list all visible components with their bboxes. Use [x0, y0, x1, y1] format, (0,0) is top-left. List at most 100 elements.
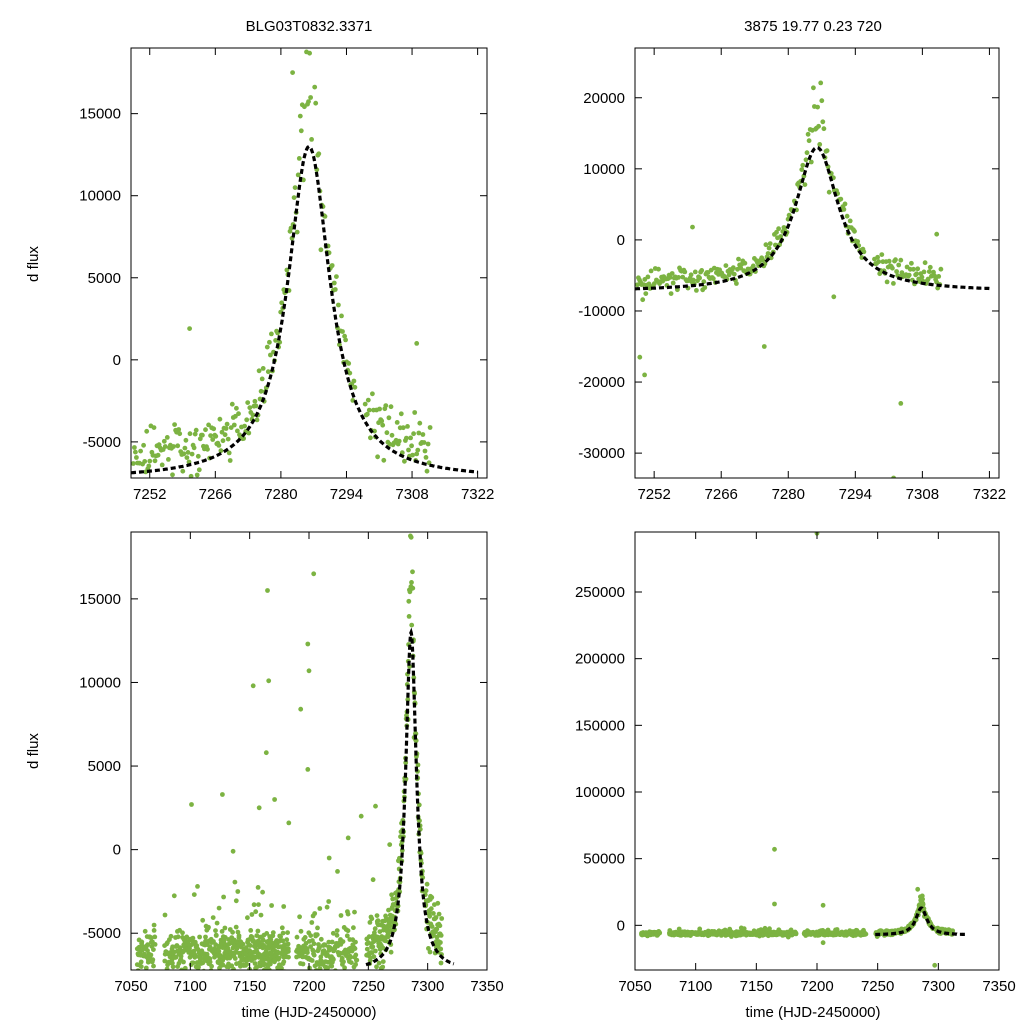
data-point: [311, 941, 317, 947]
data-point: [406, 614, 412, 619]
bottom-right-points: [639, 532, 956, 968]
right-panel-title: 3875 19.77 0.23 720: [744, 18, 882, 35]
data-point: [286, 949, 291, 954]
data-point: [266, 967, 272, 970]
data-point: [234, 405, 239, 411]
data-point: [231, 422, 237, 428]
data-point: [416, 430, 422, 436]
data-point: [656, 266, 661, 272]
data-point: [375, 454, 380, 460]
data-point: [229, 401, 235, 407]
data-point: [173, 954, 179, 960]
data-point: [155, 452, 161, 458]
data-point: [280, 930, 286, 936]
data-point: [354, 957, 359, 963]
data-point: [254, 417, 260, 423]
data-point: [221, 894, 227, 900]
data-point: [418, 850, 424, 856]
data-point: [142, 970, 147, 975]
data-point: [668, 291, 674, 296]
data-point: [364, 411, 370, 417]
data-point: [236, 935, 242, 940]
data-point: [317, 945, 322, 950]
data-point: [347, 370, 353, 376]
data-point: [348, 960, 354, 965]
x-tick-label: 7050: [114, 978, 147, 995]
data-point: [410, 452, 415, 458]
data-point: [879, 252, 885, 257]
data-point: [311, 952, 317, 958]
data-point: [266, 678, 272, 684]
data-point: [778, 234, 784, 239]
data-point: [863, 931, 868, 937]
data-point: [417, 420, 423, 426]
data-point: [249, 912, 255, 917]
data-point: [227, 458, 233, 463]
axes-frame: [634, 531, 1000, 971]
data-point: [922, 260, 928, 266]
data-point: [429, 895, 435, 900]
data-point: [742, 260, 748, 266]
data-point: [438, 960, 444, 966]
data-point: [184, 934, 190, 940]
data-point: [227, 955, 233, 961]
data-point: [189, 451, 195, 457]
data-point: [255, 885, 261, 890]
data-point: [331, 280, 337, 286]
data-point: [898, 257, 904, 263]
data-point: [206, 422, 212, 428]
data-point: [404, 435, 409, 441]
data-point: [926, 269, 932, 274]
data-point: [267, 339, 272, 345]
data-point: [240, 941, 246, 947]
data-point: [316, 969, 318, 970]
data-point: [263, 750, 269, 756]
data-point: [208, 433, 214, 438]
data-point: [438, 940, 443, 945]
data-point: [305, 950, 310, 955]
data-point: [352, 909, 357, 915]
data-point: [309, 920, 315, 925]
data-point: [231, 966, 236, 970]
data-point: [855, 239, 860, 244]
data-point: [891, 475, 896, 478]
data-point: [342, 978, 347, 983]
data-point: [194, 472, 200, 478]
x-tick-label: 7280: [772, 486, 805, 503]
data-point: [306, 99, 311, 104]
data-point: [915, 266, 921, 272]
data-point: [233, 898, 239, 904]
data-point: [138, 964, 144, 969]
data-point: [315, 925, 320, 931]
data-point: [273, 338, 278, 343]
data-point: [279, 300, 285, 306]
data-point: [146, 463, 152, 469]
x-tick-label: 7322: [973, 486, 1006, 503]
data-point: [859, 255, 865, 260]
data-point: [213, 928, 218, 933]
data-point: [180, 468, 186, 474]
y-tick-label: 0: [113, 352, 121, 369]
y-tick-label: 0: [617, 917, 625, 934]
data-point: [164, 435, 170, 440]
data-point: [148, 952, 154, 958]
data-point: [417, 818, 422, 824]
data-point: [251, 902, 257, 908]
data-point: [333, 970, 338, 975]
data-point: [322, 214, 328, 219]
data-point: [906, 272, 912, 278]
data-point: [268, 961, 273, 967]
data-point: [841, 207, 847, 212]
data-point: [200, 960, 206, 966]
data-point: [195, 884, 200, 889]
data-point: [330, 930, 336, 936]
data-point: [438, 946, 444, 952]
data-point: [380, 959, 386, 964]
data-point: [286, 954, 291, 960]
data-point: [648, 268, 654, 274]
data-point: [309, 137, 314, 142]
data-point: [170, 944, 176, 950]
data-point: [414, 341, 420, 346]
data-point: [250, 412, 256, 418]
x-tick-label: 7252: [637, 486, 670, 503]
